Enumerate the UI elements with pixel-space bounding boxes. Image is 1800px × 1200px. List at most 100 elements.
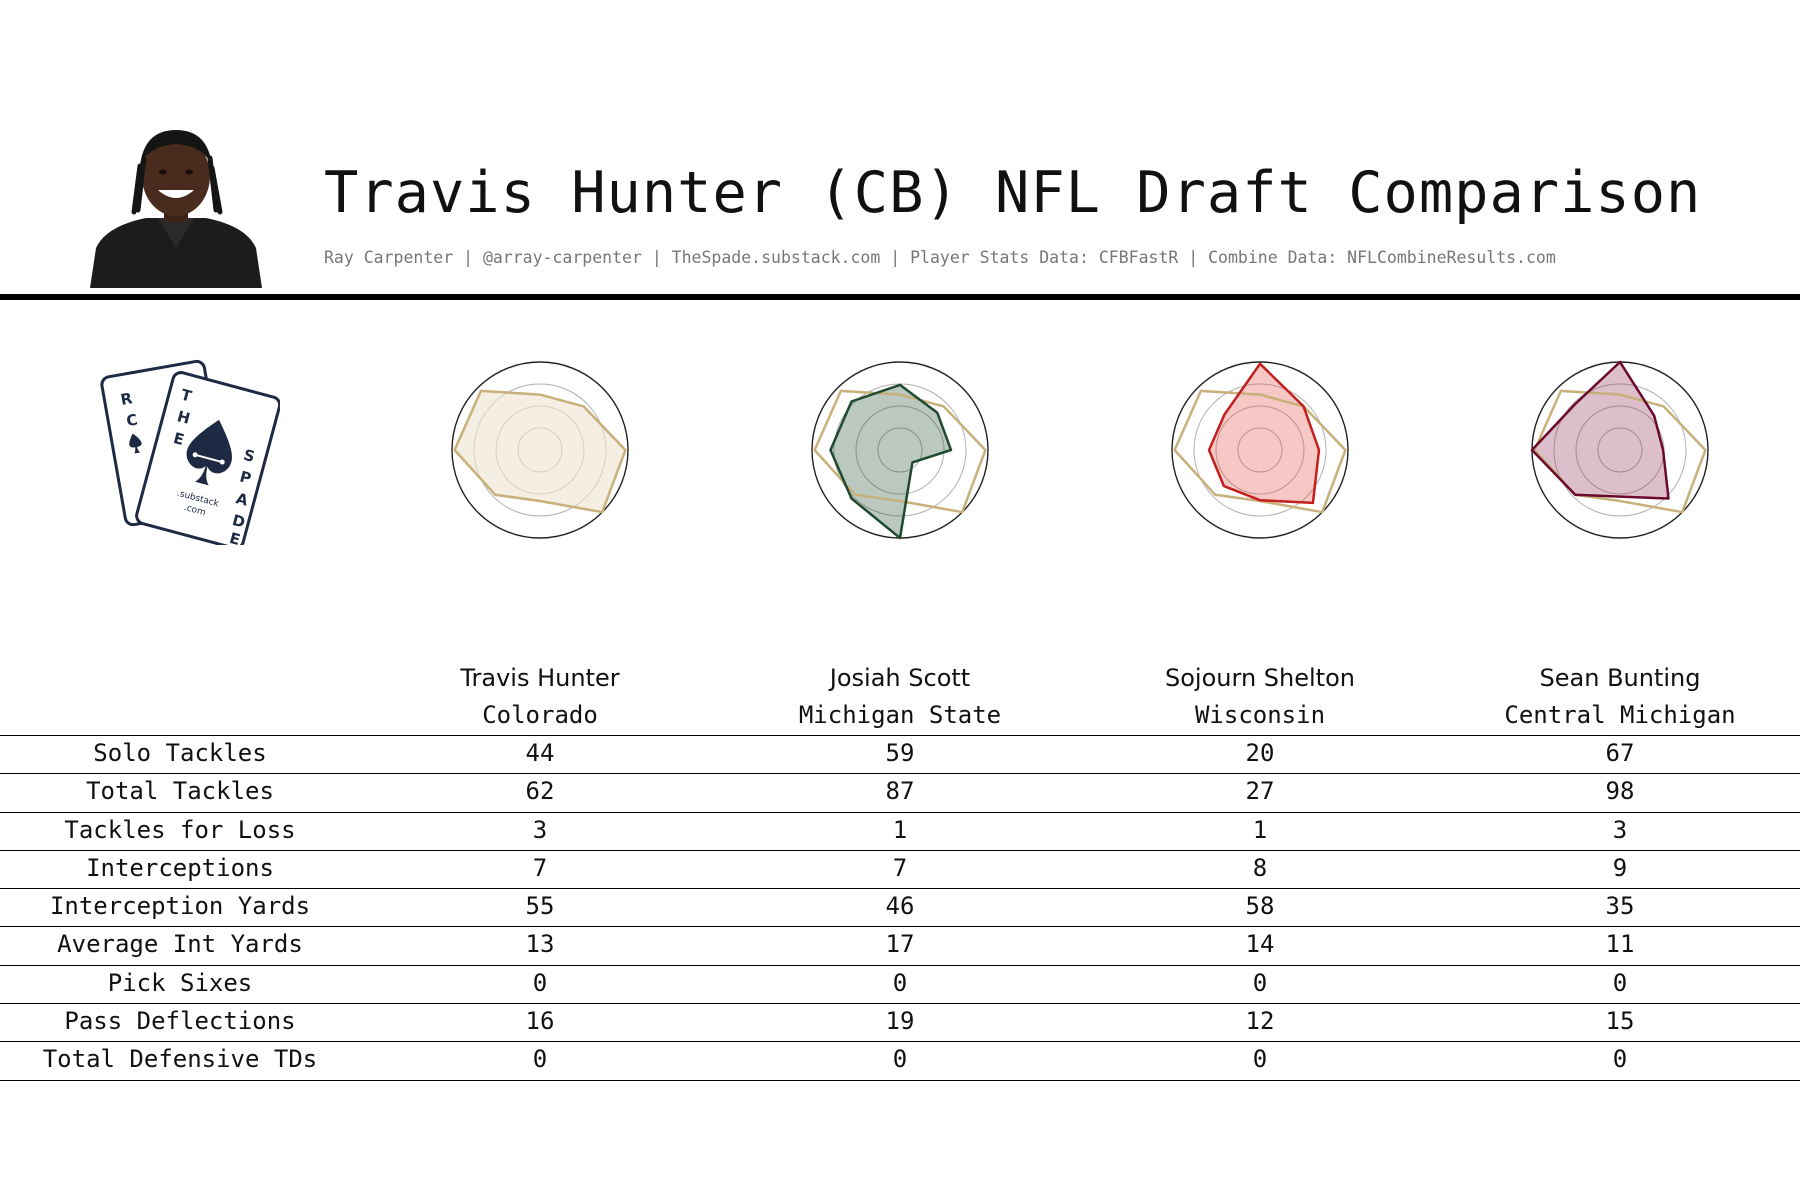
logo-letter: S (242, 446, 257, 466)
player-school: Colorado (482, 701, 598, 729)
stat-value: 1 (892, 815, 908, 844)
radar-chart-sojourn-shelton (1171, 361, 1349, 539)
radar-series-travis-hunter (1533, 389, 1707, 514)
player-name: Josiah Scott (829, 664, 971, 692)
radar-outer-ring (1171, 361, 1349, 539)
radar-grid-ring (1553, 383, 1687, 517)
page-title: Travis Hunter (CB) NFL Draft Comparison (324, 160, 1702, 226)
radar-grid-ring (1597, 427, 1643, 473)
logo-letter: P (238, 467, 253, 487)
stat-value: 0 (892, 968, 908, 997)
stat-value: 0 (1612, 1045, 1628, 1074)
stat-value: 0 (1252, 968, 1268, 997)
radar-series-fill (830, 384, 951, 538)
stat-value: 13 (525, 930, 555, 959)
stat-value: 58 (1245, 892, 1275, 921)
stat-value: 3 (1612, 815, 1628, 844)
stat-value: 27 (1245, 777, 1275, 806)
table-row: Total Tackles 62 87 27 98 (0, 773, 1800, 811)
player-name: Sean Bunting (1539, 664, 1701, 692)
logo-letter: R (119, 389, 134, 409)
column-header-sojourn-shelton: Sojourn Shelton Wisconsin (1100, 660, 1420, 734)
player-name: Sojourn Shelton (1165, 664, 1355, 692)
stat-value: 59 (885, 739, 915, 767)
row-label: Solo Tackles (93, 739, 267, 767)
column-header-travis-hunter: Travis Hunter Colorado (380, 660, 700, 734)
column-header-josiah-scott: Josiah Scott Michigan State (740, 660, 1060, 734)
stat-value: 0 (532, 968, 548, 997)
radar-chart-travis-hunter (451, 361, 629, 539)
row-label: Interceptions (86, 853, 274, 882)
logo-letter: E (172, 429, 187, 449)
stat-value: 12 (1245, 1007, 1275, 1036)
stat-value: 55 (525, 892, 555, 921)
stat-value: 11 (1605, 930, 1635, 959)
radar-grid-ring (877, 427, 923, 473)
stat-value: 0 (1612, 968, 1628, 997)
player-school: Central Michigan (1504, 701, 1736, 729)
table-row: Solo Tackles 44 59 20 67 (0, 735, 1800, 773)
radar-chart-josiah-scott (811, 361, 989, 540)
spade-icon (186, 419, 233, 486)
logo-letter: E (228, 529, 243, 545)
row-label: Average Int Yards (57, 930, 303, 959)
stat-value: 19 (885, 1007, 915, 1036)
radar-chart-sean-bunting (1530, 360, 1709, 539)
stat-value: 98 (1605, 777, 1635, 806)
stat-value: 9 (1612, 853, 1628, 882)
header-divider (0, 294, 1800, 300)
table-row: Pick Sixes 0 0 0 0 (0, 964, 1800, 1003)
radar-outer-ring (451, 361, 629, 539)
stat-value: 3 (532, 815, 548, 844)
radar-grid-ring (855, 405, 945, 495)
player-school: Wisconsin (1194, 701, 1326, 729)
stat-value: 7 (892, 853, 908, 882)
stat-value: 8 (1252, 853, 1268, 882)
stat-value: 20 (1245, 739, 1275, 767)
row-label: Total Defensive TDs (42, 1045, 318, 1074)
stat-value: 0 (1252, 1045, 1268, 1074)
table-row: Average Int Yards 13 17 14 11 (0, 926, 1800, 964)
logo-letter: C (125, 411, 139, 431)
stat-value: 16 (525, 1007, 555, 1036)
radar-series-travis-hunter (813, 389, 987, 514)
player-photo (90, 130, 262, 288)
stat-value: 35 (1605, 892, 1635, 921)
row-label: Total Tackles (86, 777, 274, 806)
radar-grid-ring (1215, 405, 1305, 495)
stat-value: 14 (1245, 930, 1275, 959)
stat-value: 46 (885, 892, 915, 921)
radar-series-fill (1532, 362, 1669, 499)
stat-value: 62 (525, 777, 555, 806)
radar-series-comparison (1207, 362, 1321, 505)
column-header-sean-bunting: Sean Bunting Central Michigan (1460, 660, 1780, 734)
logo-letter: A (234, 489, 250, 509)
credits-subtitle: Ray Carpenter | @array-carpenter | TheSp… (324, 248, 1556, 267)
table-row: Interceptions 7 7 8 9 (0, 849, 1800, 888)
player-school: Michigan State (798, 701, 1002, 729)
table-row: Pass Deflections 16 19 12 15 (0, 1003, 1800, 1041)
stat-value: 17 (885, 930, 915, 959)
logo-letter: D (230, 511, 247, 532)
radar-series-comparison (829, 383, 953, 540)
stat-value: 87 (885, 777, 915, 806)
radar-series-travis-hunter (453, 389, 627, 514)
table-row: Total Defensive TDs 0 0 0 0 (0, 1041, 1800, 1082)
row-label: Interception Yards (49, 892, 311, 921)
stat-value: 7 (532, 853, 548, 882)
the-spade-logo: R C T H E S P A D E .substack .com (100, 359, 280, 545)
radar-series-comparison (1530, 360, 1670, 500)
logo-letter: H (175, 407, 192, 428)
radar-series-fill (1209, 363, 1319, 503)
table-row: Interception Yards 55 46 58 35 (0, 888, 1800, 926)
stat-value: 1 (1252, 815, 1268, 844)
row-label: Tackles for Loss (64, 815, 296, 844)
row-label: Pass Deflections (64, 1007, 296, 1036)
stat-value: 0 (532, 1045, 548, 1074)
stat-value: 67 (1605, 739, 1635, 767)
stat-value: 0 (892, 1045, 908, 1074)
player-name: Travis Hunter (460, 664, 620, 692)
stat-value: 15 (1605, 1007, 1635, 1036)
stats-table: Solo Tackles 44 59 20 67 Total Tackles 6… (0, 735, 1800, 1082)
table-row: Tackles for Loss 3 1 1 3 (0, 811, 1800, 850)
